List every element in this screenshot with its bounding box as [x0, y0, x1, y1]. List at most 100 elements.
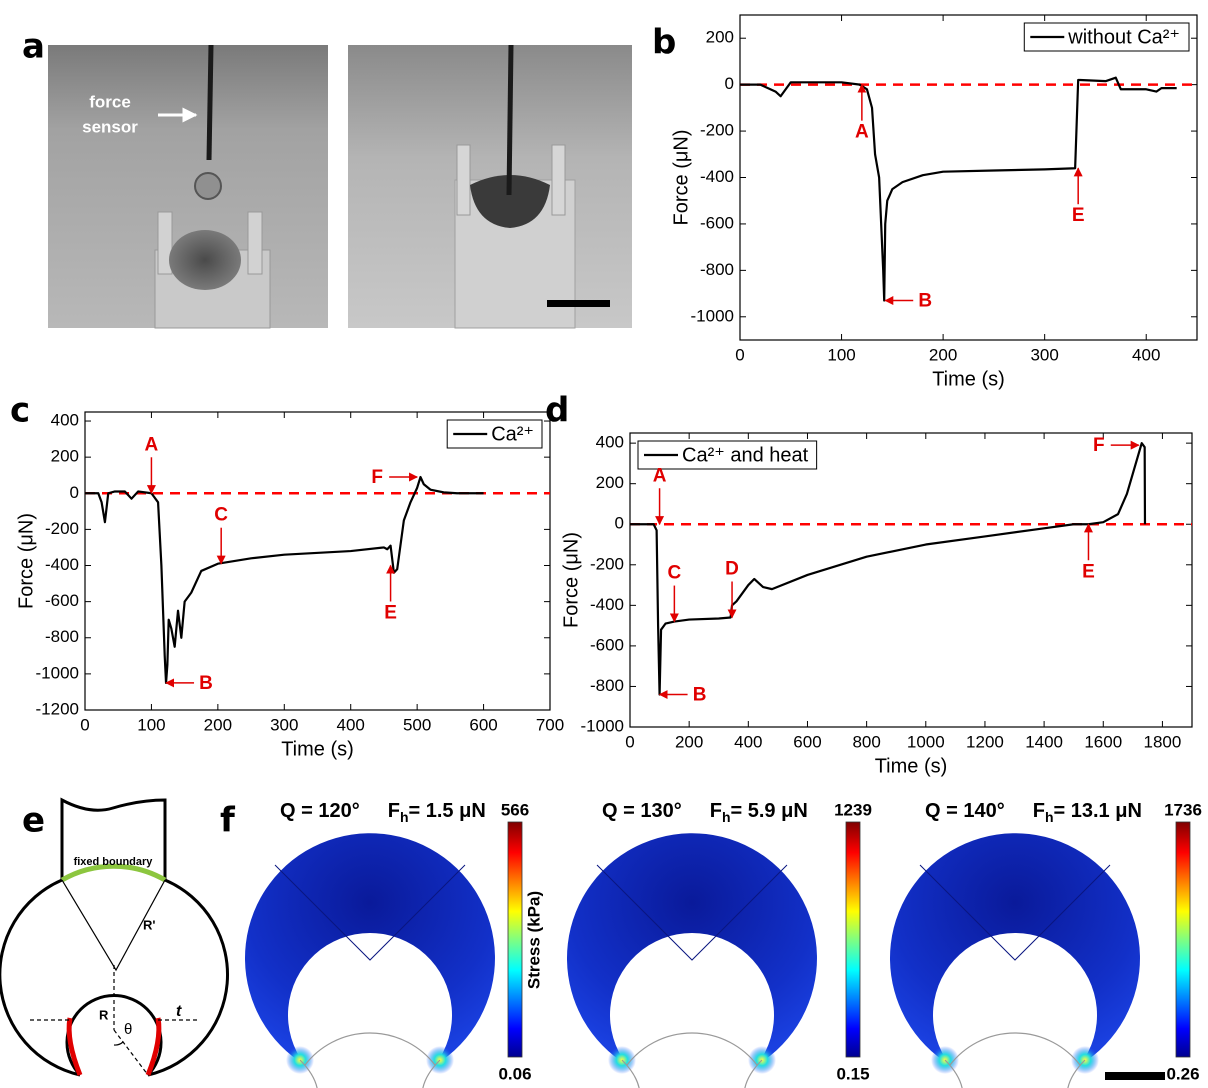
y-tick-label: -1200: [36, 699, 79, 718]
y-tick-label: -400: [700, 167, 734, 186]
x-axis-label: Time (s): [281, 738, 354, 760]
stress-map: [566, 833, 817, 1065]
x-tick-label: 800: [852, 732, 880, 751]
y-tick-label: -600: [590, 635, 624, 654]
map-title-part: F: [1033, 800, 1045, 822]
diagram-label: R': [143, 917, 155, 932]
legend: Ca²⁺ and heat: [637, 440, 818, 470]
data-line: [740, 76, 1177, 302]
panel-label: d: [545, 391, 569, 431]
x-tick-label: 400: [1132, 345, 1160, 364]
photo-right: [348, 44, 632, 329]
annotation: A: [653, 465, 667, 486]
x-axis-label: Time (s): [932, 368, 1005, 390]
map-title-part: Q = 130°: [602, 800, 682, 822]
map-title: Q = 130° Fh= 5.9 μN: [602, 800, 808, 824]
x-tick-label: 400: [734, 732, 762, 751]
colorbar-min: 0.26: [1166, 1064, 1199, 1083]
y-tick-label: -600: [45, 591, 79, 610]
panel-label: c: [10, 391, 30, 431]
y-tick-label: -800: [45, 627, 79, 646]
y-tick-label: 0: [615, 514, 624, 533]
map-title-part: F: [710, 800, 722, 822]
annotation: C: [668, 563, 682, 584]
map-title-part: F: [388, 800, 400, 822]
y-tick-label: -1000: [581, 716, 624, 735]
legend: Ca²⁺: [446, 419, 543, 449]
panel-label: e: [22, 801, 45, 841]
y-tick-label: -200: [45, 519, 79, 538]
plot-frame: [629, 432, 1193, 728]
mesh-line: [919, 864, 1111, 961]
y-axis-label: Force (μN): [560, 532, 582, 628]
data-line: [630, 442, 1147, 696]
x-tick-label: 200: [675, 732, 703, 751]
diagram-label: θ: [124, 1021, 132, 1038]
annotation: A: [855, 122, 869, 143]
x-tick-label: 600: [793, 732, 821, 751]
diagram-label: t: [176, 1003, 182, 1020]
y-axis-label: Force (μN): [15, 513, 37, 609]
colorbar-max: 1239: [834, 800, 872, 819]
x-tick-label: 700: [536, 715, 564, 734]
y-tick-label: -200: [590, 554, 624, 573]
panel-label: b: [652, 23, 676, 63]
y-tick-label: -200: [700, 121, 734, 140]
x-tick-label: 1800: [1144, 732, 1182, 751]
annotation: E: [384, 603, 397, 624]
annotation: E: [1072, 205, 1085, 226]
x-axis-label: Time (s): [875, 755, 948, 777]
photo-annotation: sensor: [82, 117, 138, 136]
map-title-part: Q = 140°: [925, 800, 1005, 822]
y-tick-label: -800: [590, 676, 624, 695]
data-line: [85, 475, 484, 685]
map-title-part: h: [722, 809, 731, 825]
map-title-part: = 5.9 μN: [731, 800, 808, 822]
diagram-label: R: [99, 1007, 109, 1022]
x-tick-label: 1200: [966, 732, 1004, 751]
x-tick-label: 100: [137, 715, 165, 734]
annotation: D: [725, 559, 739, 580]
colorbar: [507, 821, 523, 1058]
legend-label: Ca²⁺: [491, 423, 534, 445]
legend-label: without Ca²⁺: [1067, 26, 1180, 48]
x-tick-label: 200: [204, 715, 232, 734]
y-tick-label: -1000: [36, 663, 79, 682]
x-tick-label: 200: [929, 345, 957, 364]
annotation: B: [199, 673, 213, 694]
annotation: F: [1093, 435, 1105, 456]
y-tick-label: 0: [70, 483, 79, 502]
y-tick-label: -800: [700, 260, 734, 279]
deformed-outline: [944, 1032, 1086, 1088]
y-tick-label: -1000: [691, 306, 734, 325]
y-tick-label: -400: [45, 555, 79, 574]
x-tick-label: 300: [270, 715, 298, 734]
x-tick-label: 600: [469, 715, 497, 734]
colorbar: [845, 821, 861, 1058]
y-tick-label: 200: [51, 447, 79, 466]
photo-annotation: force: [89, 92, 131, 111]
y-tick-label: 200: [706, 28, 734, 47]
y-tick-label: 200: [596, 473, 624, 492]
map-title-part: h: [1045, 809, 1054, 825]
colorbar-max: 566: [501, 800, 529, 819]
diagram-label: fixed boundary: [74, 856, 154, 868]
y-tick-label: 400: [51, 411, 79, 430]
photo-left: [48, 44, 328, 329]
x-tick-label: 500: [403, 715, 431, 734]
plot-frame: [84, 411, 551, 711]
map-title: Q = 140° Fh= 13.1 μN: [925, 800, 1142, 824]
y-tick-label: 400: [596, 433, 624, 452]
legend: without Ca²⁺: [1023, 22, 1190, 52]
mesh-line: [274, 864, 466, 961]
map-title-part: = 13.1 μN: [1054, 800, 1142, 822]
panel-label: f: [220, 801, 236, 841]
x-tick-label: 0: [735, 345, 744, 364]
x-tick-label: 300: [1030, 345, 1058, 364]
x-tick-label: 1600: [1084, 732, 1122, 751]
scale-bar: [1105, 1072, 1165, 1080]
colorbar: [1175, 821, 1191, 1058]
x-tick-label: 0: [80, 715, 89, 734]
x-tick-label: 100: [827, 345, 855, 364]
